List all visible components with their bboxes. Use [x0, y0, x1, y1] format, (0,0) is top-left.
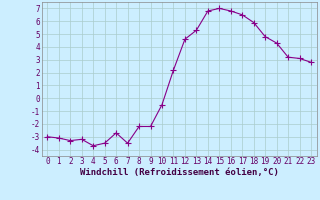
X-axis label: Windchill (Refroidissement éolien,°C): Windchill (Refroidissement éolien,°C)	[80, 168, 279, 177]
